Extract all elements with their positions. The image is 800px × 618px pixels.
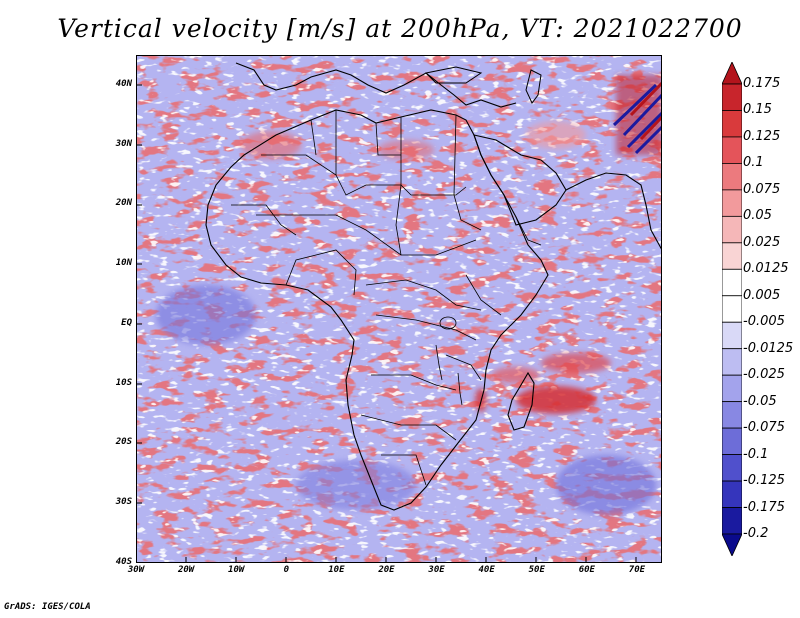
- y-tick-label: 10S: [115, 377, 132, 388]
- x-tick-label: 20E: [378, 565, 395, 575]
- colorbar-label: -0.1: [743, 446, 769, 462]
- colorbar-label: -0.05: [743, 393, 777, 409]
- y-tick-label: 10N: [115, 258, 132, 269]
- europe-outline: [235, 62, 517, 108]
- colorbar-segment: [722, 215, 742, 244]
- map-panel: [136, 55, 662, 563]
- y-tick-label: 30N: [115, 138, 132, 149]
- colorbar-segment: [722, 295, 742, 323]
- colorbar: [722, 62, 742, 556]
- colorbar-label: 0.05: [743, 208, 772, 224]
- lake-victoria: [439, 316, 457, 330]
- positive-feature-mozambique: [475, 353, 611, 414]
- colorbar-segment: [722, 163, 742, 191]
- colorbar-label: -0.2: [743, 526, 769, 541]
- y-tick-label: 20S: [115, 437, 132, 448]
- x-tick-label: 70E: [628, 565, 646, 575]
- colorbar-label: 0.0125: [743, 261, 789, 277]
- y-tick-label: EQ: [121, 317, 132, 328]
- x-tick-label: 30E: [428, 565, 445, 575]
- y-tick-label: 20N: [115, 198, 132, 209]
- colorbar-label: -0.125: [743, 473, 785, 489]
- x-tick-label: 60E: [578, 565, 595, 575]
- colorbar-label: 0.1: [743, 155, 764, 171]
- grads-credit: GrADS: IGES/COLA: [4, 602, 91, 612]
- x-tick-marks: [136, 557, 637, 563]
- colorbar-segment: [722, 110, 742, 138]
- asia-outline: [565, 172, 662, 251]
- colorbar-segment: [722, 83, 742, 111]
- colorbar-label: -0.0125: [743, 340, 794, 356]
- colorbar-label: 0.175: [743, 76, 781, 91]
- colorbar-segment: [722, 136, 742, 164]
- negative-feature-south-atlantic: [156, 285, 656, 515]
- colorbar-segment: [722, 348, 742, 376]
- x-tick-label: 10W: [228, 565, 245, 575]
- x-tick-label: 50E: [528, 565, 545, 575]
- colorbar-label: 0.025: [743, 234, 781, 250]
- colorbar-label: -0.025: [743, 367, 785, 383]
- x-tick-label: 20W: [177, 565, 195, 575]
- intense-feature-asia: [612, 75, 662, 155]
- y-tick-label: 30S: [115, 497, 132, 508]
- colorbar-label: 0.125: [743, 128, 781, 144]
- colorbar-segment: [722, 401, 742, 429]
- colorbar-segment: [722, 374, 742, 403]
- x-tick-label: 30W: [127, 565, 145, 575]
- colorbar-segment: [722, 242, 742, 270]
- x-tick-label: 40E: [478, 565, 495, 575]
- colorbar-segment: [722, 268, 742, 297]
- africa-coastline: [205, 109, 549, 511]
- colorbar-label: 0.15: [743, 102, 772, 118]
- y-tick-label: 40N: [115, 78, 132, 89]
- lake-malawi: [457, 372, 463, 406]
- colorbar-segment: [722, 321, 742, 350]
- map-frame: [136, 55, 662, 563]
- caspian-outline: [525, 69, 542, 104]
- colorbar-segment: [722, 189, 742, 217]
- y-tick-label: 40S: [115, 557, 132, 567]
- colorbar-label: -0.075: [743, 420, 785, 436]
- colorbar-segment: [722, 454, 742, 482]
- x-tick-label: 10E: [328, 565, 345, 575]
- black-sea-outline: [424, 66, 483, 84]
- country-borders: [231, 110, 542, 486]
- colorbar-bottom-arrow: [722, 533, 742, 556]
- colorbar-label: -0.175: [743, 499, 785, 515]
- lake-tanganyika: [435, 344, 443, 381]
- colorbar-label: -0.005: [743, 314, 785, 330]
- chart-title: Vertical velocity [m/s] at 200hPa, VT: 2…: [57, 14, 743, 43]
- colorbar-segment: [722, 480, 742, 508]
- madagascar-outline: [507, 371, 535, 431]
- colorbar-label: 0.005: [743, 287, 781, 303]
- colorbar-top-arrow: [722, 62, 742, 85]
- y-tick-marks: [136, 84, 142, 504]
- colorbar-label: 0.075: [743, 181, 781, 197]
- colorbar-segment: [722, 507, 742, 535]
- x-tick-label: 0: [283, 565, 289, 575]
- colorbar-segment: [722, 427, 742, 455]
- arabia-outline: [473, 134, 567, 226]
